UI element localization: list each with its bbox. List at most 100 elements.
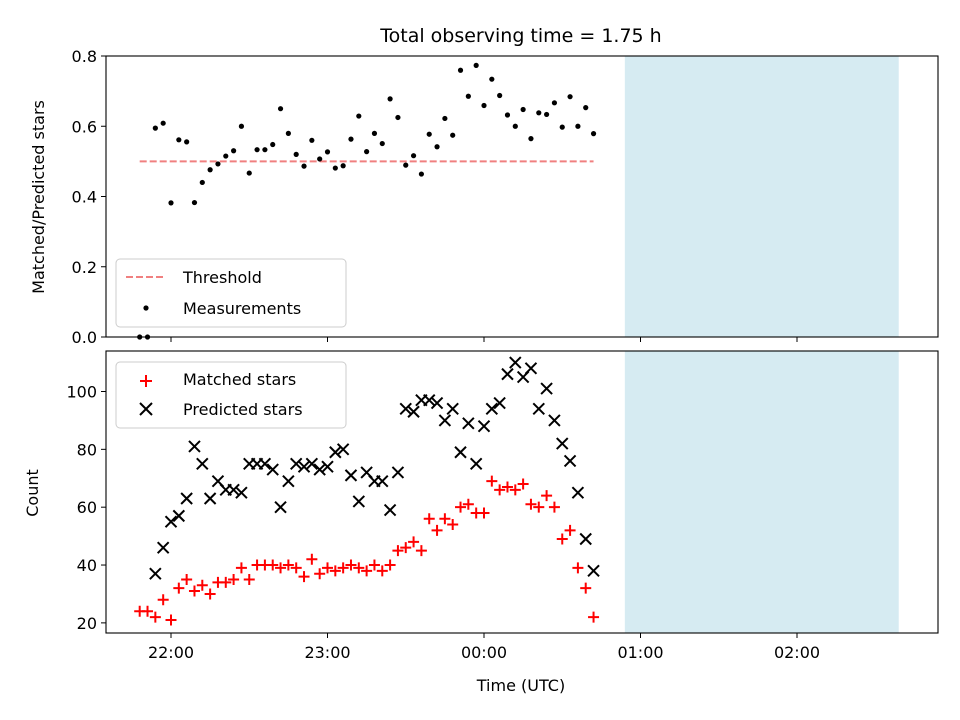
measurement-point	[379, 140, 385, 147]
x-tick-label: 23:00	[304, 643, 350, 662]
measurement-point	[497, 92, 503, 99]
matched-marker	[314, 568, 326, 580]
predicted-marker	[383, 503, 397, 517]
predicted-marker	[172, 509, 186, 523]
matched-marker	[408, 536, 420, 548]
predicted-marker	[524, 362, 538, 375]
measurement-point	[270, 141, 276, 148]
measurement-point	[191, 199, 198, 206]
measurement-point	[262, 147, 268, 153]
matched-marker	[588, 611, 600, 623]
predicted-marker	[149, 567, 162, 580]
predicted-marker	[556, 437, 569, 450]
bottom-y-tick-label: 60	[77, 498, 97, 517]
predicted-marker	[540, 382, 553, 395]
top-y-tick-label: 0.8	[72, 47, 97, 66]
x-tick-label: 00:00	[461, 643, 507, 662]
matched-marker	[157, 594, 169, 606]
predicted-marker	[289, 457, 303, 471]
predicted-marker	[423, 393, 436, 407]
matched-marker	[322, 562, 333, 574]
measurement-point	[309, 137, 315, 143]
matched-marker	[188, 585, 200, 597]
measurement-point	[481, 102, 487, 109]
measurement-point	[348, 136, 354, 142]
measurement-point	[528, 136, 534, 142]
predicted-marker	[297, 460, 311, 473]
measurement-point	[364, 149, 370, 155]
top-y-tick-label: 0.0	[72, 328, 97, 347]
matched-marker	[439, 513, 451, 525]
matched-marker	[165, 614, 177, 626]
measurement-point	[489, 76, 495, 82]
legend-predicted-label: Predicted stars	[183, 400, 303, 419]
matched-marker	[235, 562, 247, 574]
predicted-marker	[188, 440, 201, 453]
measurement-point	[465, 93, 471, 99]
measurement-point	[434, 144, 440, 150]
bottom-y-axis: 20 40 60 80 100	[66, 382, 106, 633]
matched-marker	[228, 573, 240, 585]
predicted-marker	[156, 541, 170, 554]
predicted-marker	[235, 486, 248, 499]
measurement-point	[567, 94, 573, 100]
predicted-marker	[587, 564, 600, 578]
measurement-point	[590, 131, 597, 137]
matched-marker	[533, 501, 545, 513]
matched-marker	[580, 582, 592, 594]
predicted-marker	[203, 492, 217, 505]
x-tick-label: 22:00	[148, 643, 194, 662]
matched-marker	[376, 565, 388, 577]
measurement-point	[410, 153, 417, 159]
matched-marker	[415, 545, 427, 557]
matched-marker	[267, 559, 279, 571]
matched-marker	[142, 605, 154, 617]
matched-marker	[353, 562, 365, 574]
matched-marker	[494, 484, 506, 496]
predicted-marker	[376, 474, 389, 488]
measurement-point	[277, 106, 284, 112]
matched-marker	[455, 501, 467, 513]
predicted-marker	[532, 402, 545, 416]
measurement-point	[340, 163, 346, 169]
measurement-point	[246, 170, 252, 176]
predicted-marker	[313, 463, 326, 476]
bottom-y-tick-label: 80	[77, 440, 97, 459]
matched-marker	[306, 553, 318, 565]
measurement-point	[457, 67, 464, 73]
matched-marker	[149, 611, 161, 623]
matched-marker	[431, 524, 443, 536]
predicted-marker	[477, 419, 491, 433]
matched-marker	[501, 481, 513, 493]
legend-matched-swatch	[140, 375, 152, 387]
predicted-marker	[509, 356, 522, 369]
predicted-marker	[430, 396, 444, 410]
legend-threshold-label: Threshold	[182, 268, 262, 287]
x-axis-label: Time (UTC)	[476, 676, 565, 695]
matched-marker	[556, 533, 568, 545]
predicted-marker	[493, 396, 506, 410]
bottom-y-tick-label: 20	[77, 614, 97, 633]
observing-window-top	[624, 56, 899, 337]
legend-predicted-swatch	[139, 402, 153, 416]
predicted-marker	[282, 474, 295, 488]
bottom-panel: 20 40 60 80 100 22:00 23:00 00:00 01:00 02:00 Co…	[23, 350, 939, 695]
matched-marker	[392, 545, 404, 557]
predicted-marker	[329, 446, 342, 459]
matched-marker	[290, 562, 302, 574]
matched-marker	[548, 501, 560, 513]
chart-title: Total observing time = 1.75 h	[379, 25, 661, 47]
matched-marker	[361, 565, 373, 577]
matched-marker	[400, 542, 412, 554]
matched-marker	[220, 576, 232, 588]
measurement-point	[152, 125, 158, 131]
matched-marker	[204, 588, 216, 600]
legend-matched-label: Matched stars	[183, 370, 296, 389]
matched-marker	[345, 559, 357, 571]
top-x-ticks	[170, 337, 798, 342]
predicted-marker	[571, 486, 585, 499]
bottom-y-tick-label: 40	[77, 556, 97, 575]
measurement-point	[426, 131, 432, 137]
measurement-point	[168, 200, 174, 206]
measurement-point	[575, 123, 581, 129]
